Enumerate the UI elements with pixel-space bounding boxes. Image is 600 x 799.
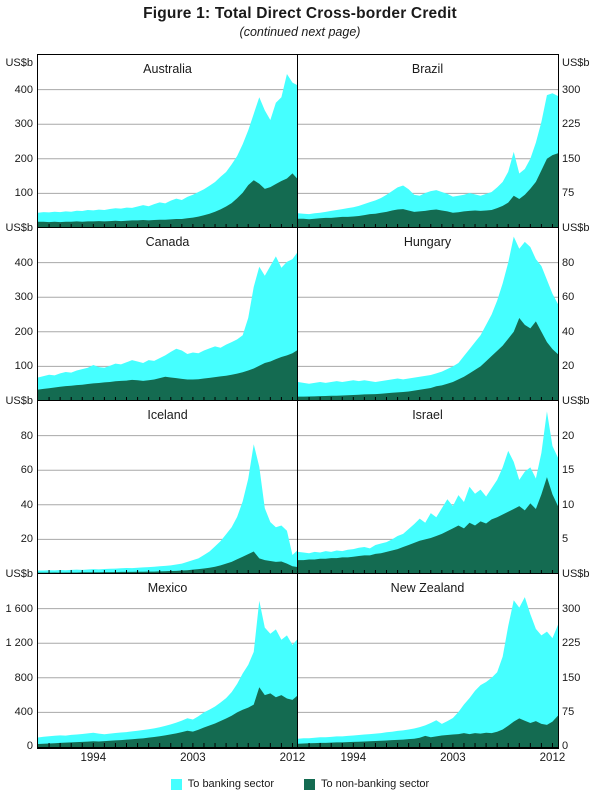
chart-legend: To banking sector To non-banking sector [0, 778, 600, 790]
israel-chart [297, 410, 558, 574]
legend-item-non-banking: To non-banking sector [303, 778, 430, 790]
panel-title-canada: Canada [145, 234, 190, 249]
x-axis-year-label: 2003 [180, 752, 206, 764]
y-axis-tick-label: 400 [14, 706, 33, 719]
mexico-chart [37, 600, 298, 747]
y-axis-unit-label: US$b [5, 568, 33, 580]
y-axis-tick-label: 300 [562, 602, 581, 615]
mexico-banking-area [37, 600, 298, 747]
brazil-chart [297, 88, 558, 228]
legend-label-non-banking: To non-banking sector [320, 778, 430, 790]
legend-item-banking: To banking sector [170, 778, 274, 790]
australia-non-banking-area [37, 172, 298, 228]
y-axis-tick-label: 75 [562, 187, 575, 200]
mexico-non-banking-area [37, 686, 298, 747]
x-axis-year-label: 2012 [539, 752, 566, 764]
x-axis-year-label: 2003 [440, 752, 466, 764]
panel-title-new-zealand: New Zealand [390, 580, 465, 595]
y-axis-tick-label: 80 [562, 256, 575, 269]
panel-title-hungary: Hungary [403, 234, 452, 249]
panel-title-iceland: Iceland [147, 407, 188, 422]
x-axis-year-label: 1994 [340, 752, 367, 764]
y-axis-tick-label: 15 [562, 464, 575, 477]
y-axis-tick-label: 60 [20, 464, 33, 477]
y-axis-tick-label: 800 [14, 671, 33, 684]
y-axis-unit-label: US$b [562, 568, 590, 580]
y-axis-tick-label: 40 [562, 325, 575, 338]
new-zealand-non-banking-area [297, 715, 558, 747]
y-axis-tick-label: 0 [26, 740, 33, 752]
x-axis-year-label: 2012 [279, 752, 306, 764]
canada-chart [37, 251, 298, 401]
y-axis-tick-label: 225 [562, 118, 581, 131]
y-axis-unit-label: US$b [5, 222, 33, 234]
column-divider [296, 54, 299, 747]
panel-title-australia: Australia [143, 61, 192, 76]
new-zealand-chart [297, 596, 558, 747]
iceland-banking-area [37, 443, 298, 574]
y-axis-tick-label: 300 [14, 118, 33, 131]
y-axis-tick-label: 200 [14, 325, 33, 338]
banking-swatch-icon [170, 778, 182, 790]
y-axis-unit-label: US$b [562, 395, 590, 407]
panel-title-mexico: Mexico [147, 580, 188, 595]
y-axis-tick-label: 1 200 [5, 637, 33, 650]
y-axis-tick-label: 100 [14, 187, 33, 200]
y-axis-tick-label: 5 [562, 533, 569, 546]
iceland-non-banking-area [37, 551, 298, 574]
y-axis-tick-label: 60 [562, 291, 575, 304]
x-axis-year-label: 1994 [80, 752, 107, 764]
y-axis-tick-label: 20 [20, 533, 33, 546]
y-axis-tick-label: 400 [14, 83, 33, 96]
y-axis-tick-label: 40 [20, 498, 33, 511]
y-axis-tick-label: 1 600 [5, 602, 33, 615]
non-banking-swatch-icon [303, 778, 315, 790]
brazil-banking-area [297, 92, 558, 228]
y-axis-tick-label: 80 [20, 429, 33, 442]
y-axis-tick-label: 225 [562, 637, 581, 650]
iceland-chart [37, 434, 298, 574]
panel-title-israel: Israel [412, 407, 443, 422]
y-axis-tick-label: 20 [562, 429, 575, 442]
y-axis-unit-label: US$b [562, 222, 590, 234]
brazil-non-banking-area [297, 152, 558, 228]
y-axis-tick-label: 300 [562, 83, 581, 96]
australia-chart [37, 73, 298, 228]
y-axis-tick-label: 0 [562, 740, 569, 752]
y-axis-tick-label: 400 [14, 256, 33, 269]
y-axis-tick-label: 200 [14, 152, 33, 165]
chart-grid: Australia Brazil Canada Hungary Iceland Israe… [36, 53, 559, 749]
y-axis-tick-label: 300 [14, 291, 33, 304]
figure-subtitle: (continued next page) [239, 25, 361, 39]
hungary-chart [297, 236, 558, 401]
hungary-non-banking-area [297, 317, 558, 401]
y-axis-unit-label: US$b [562, 57, 590, 69]
y-axis-tick-label: 150 [562, 671, 581, 684]
y-axis-tick-label: 100 [14, 360, 33, 373]
canada-non-banking-area [37, 349, 298, 401]
y-axis-tick-label: 75 [562, 706, 575, 719]
y-axis-tick-label: 20 [562, 360, 575, 373]
israel-non-banking-area [297, 476, 558, 574]
new-zealand-banking-area [297, 596, 558, 747]
y-axis-unit-label: US$b [5, 395, 33, 407]
australia-banking-area [37, 73, 298, 228]
legend-label-banking: To banking sector [187, 778, 274, 790]
canada-banking-area [37, 251, 298, 401]
y-axis-tick-label: 10 [562, 498, 575, 511]
panel-title-brazil: Brazil [411, 61, 444, 76]
y-axis-unit-label: US$b [5, 57, 33, 69]
figure-title: Figure 1: Total Direct Cross-border Cred… [143, 5, 457, 22]
y-axis-tick-label: 150 [562, 152, 581, 165]
